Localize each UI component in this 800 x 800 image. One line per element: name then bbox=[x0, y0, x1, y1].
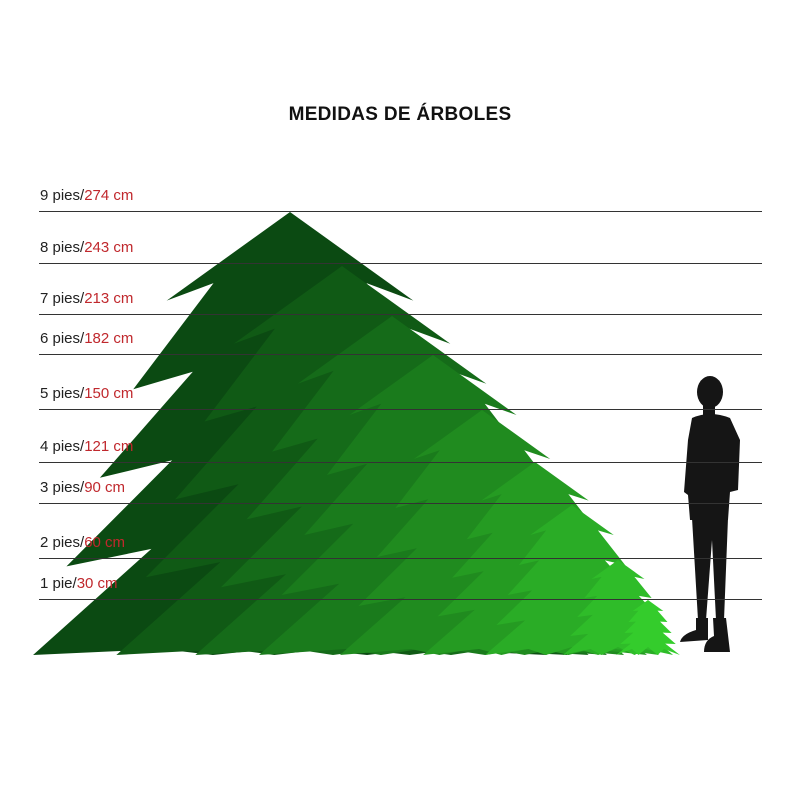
size-cm: 90 cm bbox=[84, 479, 126, 496]
size-feet: 8 pies/ bbox=[40, 239, 85, 256]
size-label: 3 pies/90 cm bbox=[40, 479, 125, 496]
size-line bbox=[39, 503, 762, 504]
size-line bbox=[39, 599, 762, 600]
tree-1-ft bbox=[616, 600, 680, 655]
size-cm: 182 cm bbox=[84, 330, 134, 347]
size-feet: 3 pies/ bbox=[40, 479, 85, 496]
size-cm: 121 cm bbox=[84, 438, 134, 455]
size-cm: 213 cm bbox=[84, 290, 134, 307]
size-label: 6 pies/182 cm bbox=[40, 330, 133, 347]
size-label: 7 pies/213 cm bbox=[40, 290, 133, 307]
size-line bbox=[39, 354, 762, 355]
person-silhouette-icon bbox=[680, 376, 740, 652]
size-line bbox=[39, 462, 762, 463]
size-cm: 30 cm bbox=[76, 575, 118, 592]
size-feet: 9 pies/ bbox=[40, 187, 85, 204]
size-line bbox=[39, 314, 762, 315]
size-cm: 274 cm bbox=[84, 187, 134, 204]
size-label: 5 pies/150 cm bbox=[40, 385, 133, 402]
size-cm: 150 cm bbox=[84, 385, 134, 402]
size-feet: 6 pies/ bbox=[40, 330, 85, 347]
size-feet: 5 pies/ bbox=[40, 385, 85, 402]
size-feet: 4 pies/ bbox=[40, 438, 85, 455]
size-label: 9 pies/274 cm bbox=[40, 187, 133, 204]
size-label: 4 pies/121 cm bbox=[40, 438, 133, 455]
size-feet: 2 pies/ bbox=[40, 534, 85, 551]
size-label: 1 pie/30 cm bbox=[40, 575, 118, 592]
size-label: 8 pies/243 cm bbox=[40, 239, 133, 256]
page-title: MEDIDAS DE ÁRBOLES bbox=[288, 104, 512, 125]
size-cm: 60 cm bbox=[84, 534, 126, 551]
size-line bbox=[39, 263, 762, 264]
size-feet: 7 pies/ bbox=[40, 290, 85, 307]
size-feet: 1 pie/ bbox=[40, 575, 77, 592]
size-line bbox=[39, 409, 762, 410]
size-label: 2 pies/60 cm bbox=[40, 534, 125, 551]
size-line bbox=[39, 558, 762, 559]
size-cm: 243 cm bbox=[84, 239, 134, 256]
size-line bbox=[39, 211, 762, 212]
